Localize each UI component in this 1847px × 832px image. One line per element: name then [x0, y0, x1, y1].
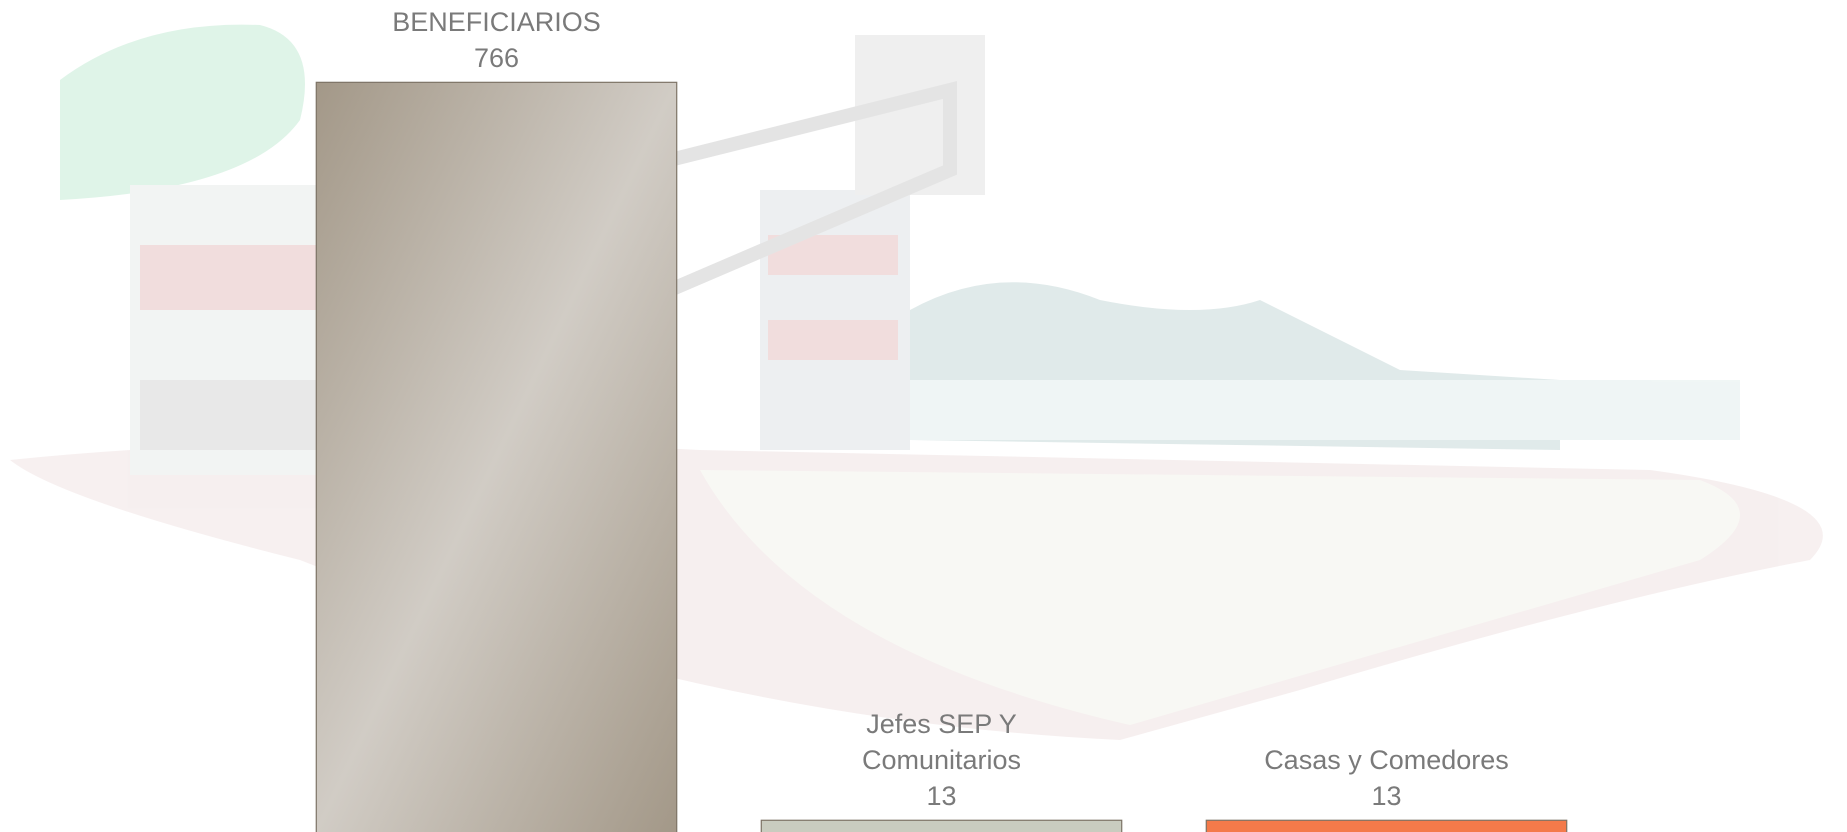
category-label: Casas y Comedores — [1264, 745, 1509, 776]
value-label: 766 — [473, 43, 520, 74]
value-label: 13 — [926, 781, 957, 812]
bar — [1205, 819, 1568, 832]
category-label: Jefes SEP Y Comunitarios — [861, 709, 1022, 776]
data-label: Casas y Comedores 13 — [1252, 742, 1522, 814]
data-label: BENEFICIARIOS 766 — [362, 4, 632, 76]
bar — [315, 81, 678, 832]
background-illustration — [10, 24, 1823, 740]
value-label: 13 — [1371, 781, 1402, 812]
bar — [760, 819, 1123, 832]
category-label: BENEFICIARIOS — [392, 7, 601, 38]
data-label: Jefes SEP Y Comunitarios 13 — [807, 706, 1077, 814]
